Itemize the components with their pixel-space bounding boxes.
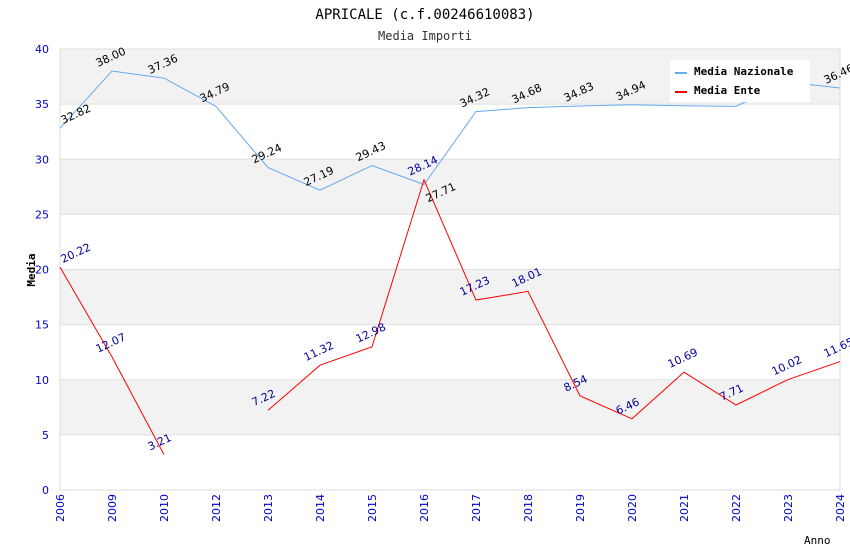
y-tick-label: 35 xyxy=(35,98,49,111)
x-tick-label: 2023 xyxy=(782,494,795,522)
legend-label-nazionale: Media Nazionale xyxy=(694,65,794,78)
x-tick-label: 2017 xyxy=(470,494,483,522)
y-tick-label: 30 xyxy=(35,153,49,166)
series-line-1 xyxy=(59,266,165,455)
x-tick-label: 2019 xyxy=(574,494,587,522)
data-label: 10.69 xyxy=(666,346,700,371)
grid-band xyxy=(60,159,840,215)
y-tick-label: 0 xyxy=(42,484,49,497)
series-line-0 xyxy=(59,70,841,191)
x-tick-label: 2013 xyxy=(262,494,275,522)
legend: Media Nazionale Media Ente xyxy=(670,60,810,102)
chart-title: APRICALE (c.f.00246610083) xyxy=(315,7,534,23)
data-label: 10.02 xyxy=(770,353,804,378)
x-tick-label: 2009 xyxy=(106,494,119,522)
y-tick-label: 40 xyxy=(35,43,49,56)
y-tick-label: 10 xyxy=(35,374,49,387)
x-tick-label: 2006 xyxy=(54,494,67,522)
grid-band xyxy=(60,269,840,325)
data-label: 11.65 xyxy=(822,335,850,360)
x-tick-label: 2018 xyxy=(522,494,535,522)
x-axis-label: Anno xyxy=(804,534,831,547)
x-tick-label: 2024 xyxy=(834,494,847,522)
data-label: 11.32 xyxy=(302,339,336,364)
x-tick-label: 2022 xyxy=(730,494,743,522)
x-tick-label: 2021 xyxy=(678,494,691,522)
data-label: 20.22 xyxy=(59,241,93,266)
grid-band xyxy=(60,379,840,435)
plot-frame xyxy=(59,48,841,491)
y-tick-label: 20 xyxy=(35,264,49,277)
x-tick-label: 2020 xyxy=(626,494,639,522)
x-tick-label: 2010 xyxy=(158,494,171,522)
x-tick-label: 2014 xyxy=(314,494,327,522)
x-tick-label: 2016 xyxy=(418,494,431,522)
y-tick-label: 15 xyxy=(35,319,49,332)
data-label: 32.82 xyxy=(59,102,93,127)
y-tick-label: 25 xyxy=(35,208,49,221)
y-axis-label: Media xyxy=(25,253,38,286)
x-tick-label: 2012 xyxy=(210,494,223,522)
legend-label-ente: Media Ente xyxy=(694,84,761,97)
y-tick-label: 5 xyxy=(42,429,49,442)
x-tick-label: 2015 xyxy=(366,494,379,522)
series-line-1 xyxy=(267,178,841,420)
chart-subtitle: Media Importi xyxy=(378,29,472,43)
